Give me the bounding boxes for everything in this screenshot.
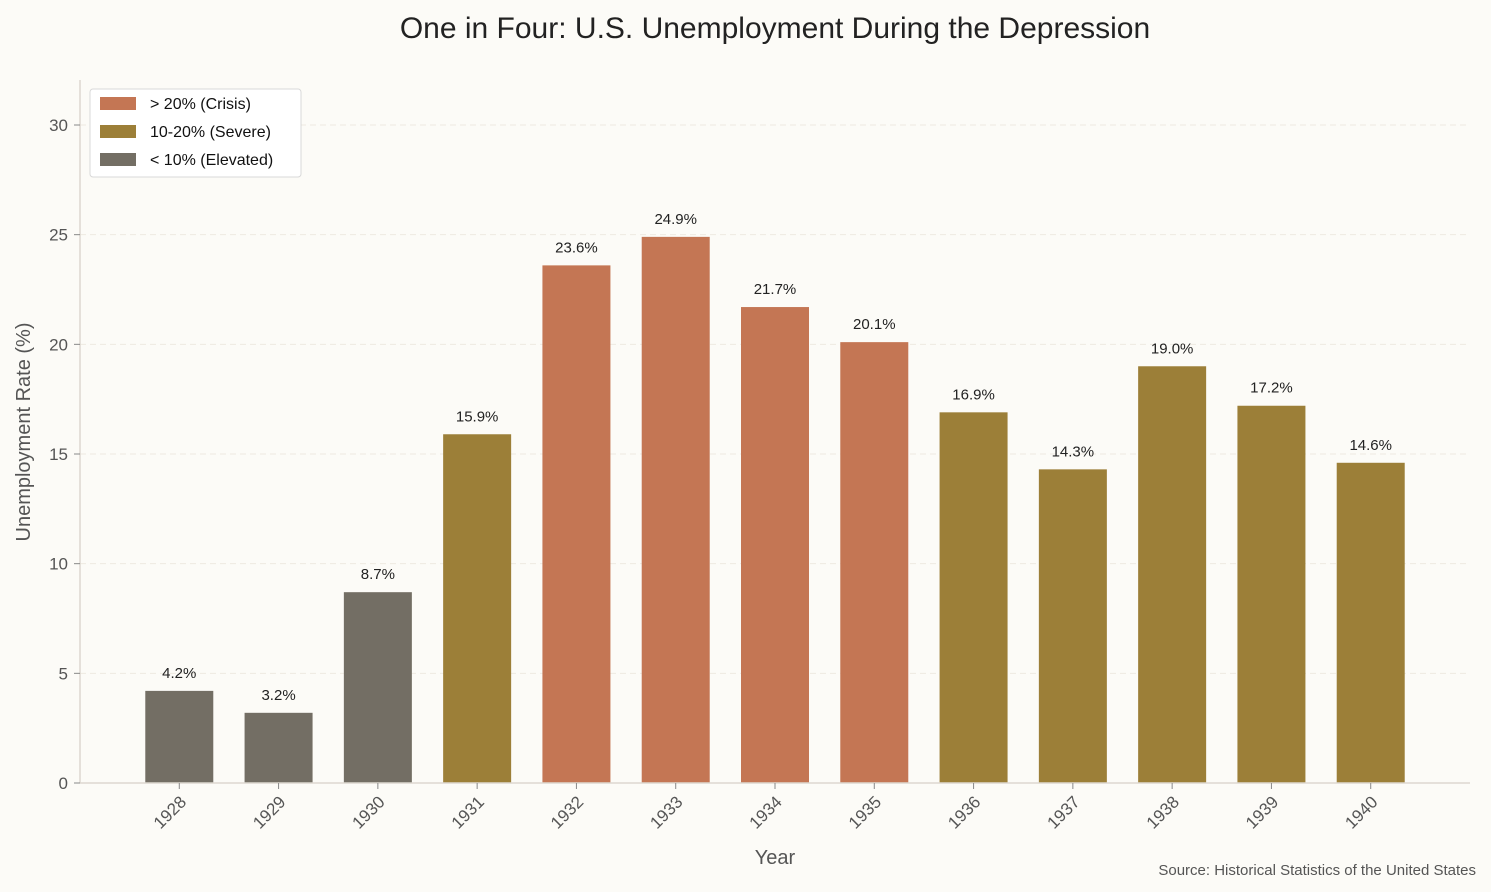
bar-1931 [443,434,512,783]
bar-1930 [343,592,412,783]
data-label: 14.3% [1052,443,1095,460]
y-tick-label: 15 [49,445,68,464]
bar-1933 [641,236,710,784]
bar-1937 [1038,469,1107,783]
data-label: 23.6% [555,239,598,256]
x-axis-label: Year [755,847,796,869]
y-tick-label: 25 [49,226,68,245]
data-label: 4.2% [162,665,196,682]
bar-1928 [145,690,214,783]
data-label: 16.9% [952,386,995,403]
y-axis-label: Unemployment Rate (%) [13,323,35,542]
x-tick-label: 1930 [349,792,389,832]
y-tick-label: 5 [59,664,68,683]
data-label: 21.7% [754,281,797,298]
y-tick-label: 20 [49,335,68,354]
data-label: 8.7% [361,566,395,583]
bar-1939 [1237,405,1306,783]
data-label: 3.2% [261,687,295,704]
data-label: 15.9% [456,408,499,425]
bar-1929 [244,712,313,783]
bar-1932 [542,265,611,784]
legend: > 20% (Crisis) 10-20% (Severe) < 10% (Elev… [89,88,302,178]
source-note: Source: Historical Statistics of the Uni… [1158,862,1476,879]
x-tick-label: 1935 [845,792,885,832]
x-tick-label: 1932 [547,792,587,832]
legend-swatch [100,97,136,110]
x-tick-label: 1931 [448,792,488,832]
data-label: 24.9% [654,211,697,228]
x-tick-label: 1939 [1242,792,1282,832]
legend-label: > 20% (Crisis) [150,96,251,113]
x-tick-label: 1940 [1341,792,1381,832]
bar-1935 [840,342,909,783]
y-tick-label: 30 [49,116,68,135]
data-label: 17.2% [1250,380,1293,397]
data-label: 14.6% [1349,437,1392,454]
bar-1934 [741,307,809,783]
x-tick-label: 1929 [249,792,289,832]
x-tick-label: 1936 [944,792,984,832]
chart-title: One in Four: U.S. Unemployment During th… [400,12,1150,45]
bar-1936 [939,412,1008,783]
legend-swatch [100,125,136,138]
bar-1940 [1336,462,1405,783]
x-tick-label: 1928 [150,792,190,832]
y-tick-label: 10 [49,555,68,574]
legend-swatch [100,153,136,166]
data-label: 20.1% [853,316,896,333]
bar-1938 [1138,366,1207,783]
y-tick-label: 0 [59,774,68,793]
x-tick-label: 1937 [1044,792,1084,832]
legend-label: < 10% (Elevated) [150,152,273,169]
x-tick-label: 1934 [746,792,786,832]
data-label: 19.0% [1151,340,1194,357]
legend-label: 10-20% (Severe) [150,124,271,141]
x-tick-label: 1933 [646,792,686,832]
x-tick-label: 1938 [1143,792,1183,832]
